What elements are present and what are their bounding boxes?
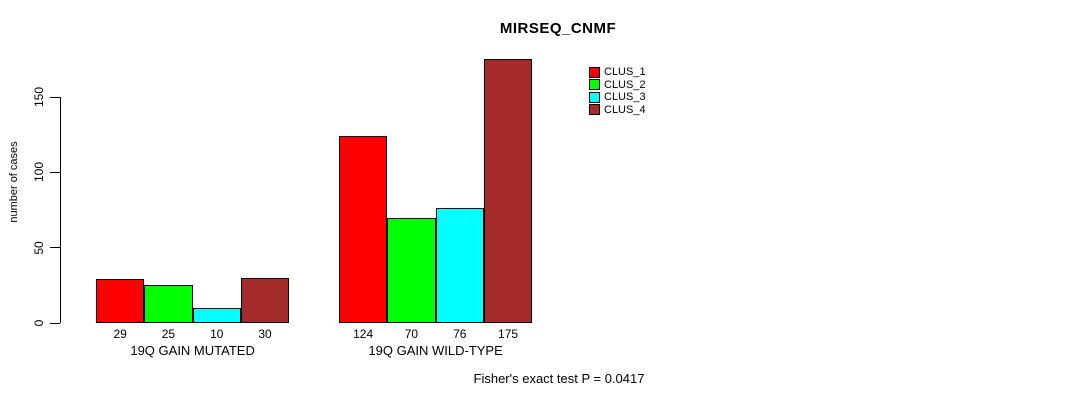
fisher-test-annotation: Fisher's exact test P = 0.0417 (473, 371, 645, 386)
bar-value-label: 30 (258, 327, 272, 341)
bar-value-label: 29 (113, 327, 127, 341)
bar-clus_3-2 (435, 208, 484, 323)
bar-clus_1-1 (96, 279, 145, 323)
chart-title: MIRSEQ_CNMF (499, 20, 617, 37)
bar-value-label: 175 (498, 327, 519, 341)
legend-label: CLUS_4 (604, 103, 646, 116)
bar-clus_1-2 (339, 136, 388, 323)
bar-clus_4-2 (483, 59, 533, 323)
bar-value-label: 70 (404, 327, 419, 341)
legend-swatch-icon (589, 79, 600, 91)
bar-value-label: 76 (453, 327, 467, 341)
legend-label: CLUS_1 (604, 66, 646, 79)
legend-label: CLUS_2 (604, 78, 646, 91)
y-tick-label: 0 (32, 319, 46, 327)
bar-clus_3-1 (192, 307, 241, 323)
legend: CLUS_1 CLUS_2 CLUS_3 CLUS_4 (589, 66, 646, 116)
y-tick-mark (50, 247, 60, 249)
legend-label: CLUS_3 (604, 91, 646, 104)
bar-clus_2-2 (387, 217, 436, 323)
y-tick-mark (50, 96, 60, 98)
legend-item-clus_3: CLUS_3 (589, 91, 646, 104)
legend-swatch-icon (589, 104, 600, 116)
y-axis-line (60, 97, 61, 323)
legend-item-clus_4: CLUS_4 (589, 104, 646, 117)
bar-value-label: 124 (353, 327, 374, 341)
legend-swatch-icon (589, 66, 600, 78)
y-tick-mark (50, 322, 60, 324)
legend-swatch-icon (589, 91, 600, 103)
legend-item-clus_2: CLUS_2 (589, 79, 646, 92)
bar-value-label: 25 (161, 327, 176, 341)
legend-item-clus_1: CLUS_1 (589, 66, 646, 79)
bar-clus_2-1 (144, 285, 193, 323)
y-axis-title: number of cases (8, 141, 20, 223)
y-tick-label: 50 (32, 240, 46, 255)
y-tick-label: 150 (32, 86, 46, 108)
group-label: 19Q GAIN MUTATED (130, 343, 255, 358)
y-tick-mark (50, 171, 60, 173)
y-tick-label: 100 (32, 162, 46, 183)
bar-value-label: 10 (210, 327, 224, 341)
bar-clus_4-1 (240, 277, 290, 323)
group-label: 19Q GAIN WILD-TYPE (368, 343, 503, 358)
